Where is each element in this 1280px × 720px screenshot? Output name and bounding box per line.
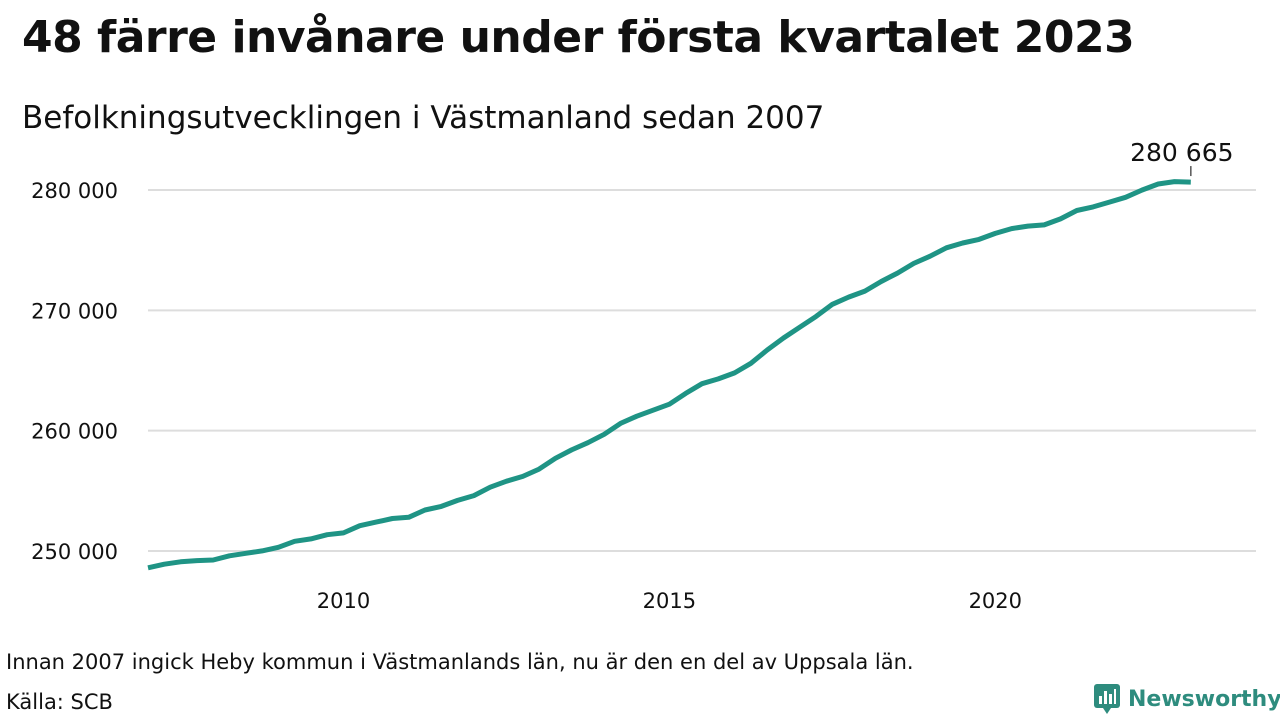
annotation-label: 280 665 bbox=[1130, 138, 1233, 167]
x-tick-label: 2015 bbox=[643, 589, 696, 613]
series-line bbox=[147, 179, 1191, 571]
brand-name: Newsworthy bbox=[1128, 686, 1280, 712]
grid-lines bbox=[148, 189, 1256, 552]
source-note: Källa: SCB bbox=[6, 690, 113, 714]
x-tick-label: 2020 bbox=[969, 589, 1022, 613]
x-tick-label: 2010 bbox=[317, 589, 370, 613]
chart-title: 48 färre invånare under första kvartalet… bbox=[22, 12, 1135, 63]
y-tick-label: 260 000 bbox=[31, 420, 118, 444]
chart-subtitle: Befolkningsutvecklingen i Västmanland se… bbox=[22, 100, 825, 136]
y-tick-label: 270 000 bbox=[31, 299, 118, 323]
y-tick-label: 250 000 bbox=[31, 540, 118, 564]
x-axis-tick-labels: 2010 2015 2020 bbox=[317, 589, 1022, 613]
y-axis-tick-labels: 250 000 260 000 270 000 280 000 bbox=[31, 179, 118, 564]
footnote: Innan 2007 ingick Heby kommun i Västmanl… bbox=[6, 650, 914, 674]
y-tick-label: 280 000 bbox=[31, 179, 118, 203]
series-layer bbox=[147, 179, 1191, 571]
line-chart: 250 000 260 000 270 000 280 000 2010 2015 202… bbox=[31, 138, 1256, 613]
annotation-layer: 280 665 bbox=[1130, 138, 1234, 177]
brand-logo: Newsworthy bbox=[1094, 684, 1280, 714]
newsworthy-logo-icon bbox=[1094, 684, 1120, 714]
